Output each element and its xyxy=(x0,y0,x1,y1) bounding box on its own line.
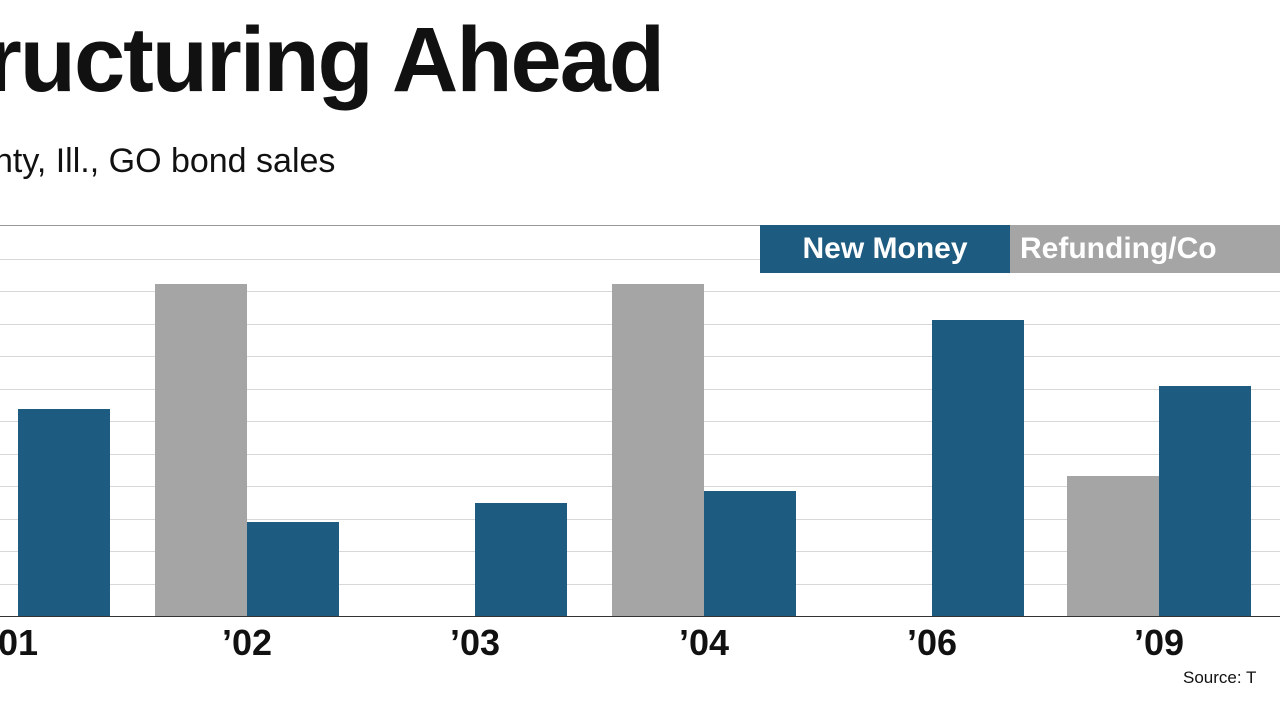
page-title: ructuring Ahead xyxy=(0,9,665,111)
bar-new-money xyxy=(18,409,110,616)
gridline xyxy=(0,259,1280,260)
legend-label-refunding: Refunding/Co xyxy=(1020,232,1217,265)
plot-area xyxy=(0,225,1280,617)
bar-new-money xyxy=(932,320,1024,616)
x-axis-label: ’03 xyxy=(449,622,501,663)
bar-new-money xyxy=(247,522,339,616)
bar-new-money xyxy=(475,503,567,616)
legend-item-refunding: Refunding/Co xyxy=(1010,225,1280,273)
x-axis-label: ’04 xyxy=(678,622,730,663)
x-axis-label: ’02 xyxy=(221,622,273,663)
chart-subtitle: nty, Ill., GO bond sales xyxy=(0,142,336,180)
bar-new-money xyxy=(1159,386,1251,616)
x-axis-label: ’06 xyxy=(906,622,958,663)
x-axis-label: 01 xyxy=(0,622,39,663)
x-axis-label: ’09 xyxy=(1133,622,1185,663)
bar-new-money xyxy=(704,491,796,616)
legend-label-new-money: New Money xyxy=(802,232,968,265)
legend-item-new-money: New Money xyxy=(760,225,1010,273)
chart-legend: New Money Refunding/Co xyxy=(760,225,1280,273)
bar-refunding xyxy=(1067,476,1159,616)
bar-refunding xyxy=(155,284,247,616)
bar-refunding xyxy=(612,284,704,616)
source-note: Source: T xyxy=(1183,668,1257,687)
